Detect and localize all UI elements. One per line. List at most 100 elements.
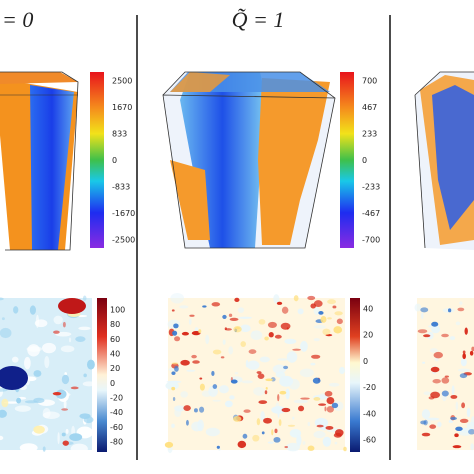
heatmap-blob [179, 305, 189, 309]
heatmap-blob [273, 294, 280, 304]
heatmap-blob [421, 312, 424, 319]
heatmap-blob [248, 349, 257, 354]
heatmap-blob [462, 353, 466, 360]
heatmap-blob [275, 402, 280, 414]
heatmap-blob [331, 402, 339, 409]
heatmap-blob [212, 399, 221, 402]
colorbar-label: -467 [362, 209, 380, 218]
heatmap-blob [172, 330, 178, 336]
colorbar-label: -233 [362, 183, 380, 192]
heatmap-blob [284, 446, 289, 449]
heatmap-blob [201, 390, 212, 397]
colorbar-label: -1670 [112, 209, 135, 218]
heatmap-blob [0, 409, 7, 418]
heatmap-blob [281, 407, 291, 413]
heatmap-blob [14, 405, 31, 412]
heatmap-blob [455, 401, 459, 411]
heatmap-blob [83, 416, 94, 424]
heatmap-blob [457, 368, 471, 372]
heatmap-blob [170, 292, 185, 304]
heatmap-blob [448, 419, 454, 423]
heatmap-blob [265, 378, 273, 382]
heatmap-blob [285, 388, 290, 400]
heatmap-blob [272, 364, 287, 374]
heatmap-blob [273, 436, 281, 443]
heatmap-blob [460, 357, 467, 367]
heatmap-blob [313, 325, 326, 329]
volume-render [0, 71, 79, 251]
heatmap-blob [186, 419, 189, 426]
heatmap-blob [455, 321, 461, 326]
heatmap-blob [332, 305, 337, 309]
heatmap-blob [277, 394, 280, 402]
heatmap-blob [286, 442, 300, 452]
heatmap-blob [324, 390, 333, 397]
heatmap-blob [287, 424, 296, 427]
heatmap-blob [420, 307, 429, 313]
colorbar-label: -20 [363, 383, 376, 392]
heatmap-blob [250, 330, 263, 340]
heatmap-blob [293, 295, 299, 302]
heatmap-blob [243, 409, 251, 413]
heatmap-blob [41, 342, 57, 354]
heatmap-blob [234, 297, 240, 303]
heatmap-blob [434, 357, 439, 362]
heatmap-blob [191, 354, 197, 359]
heatmap-blob [33, 370, 42, 377]
heatmap-blob [451, 385, 455, 396]
heatmap-blob [166, 380, 182, 383]
colorbar-label: 20 [363, 331, 373, 340]
heatmap-blob [326, 405, 334, 413]
colorbar-label: 40 [110, 350, 120, 359]
heatmap-blob [313, 430, 326, 439]
heatmap-blob [268, 331, 274, 338]
heatmap-blob [174, 408, 182, 418]
heatmap-blob [171, 386, 176, 391]
heatmap-blob [60, 345, 75, 353]
heatmap-blob [459, 418, 469, 423]
heatmap-blob [257, 373, 265, 379]
heatmap-blob [423, 419, 428, 426]
heatmap-blob [220, 356, 225, 359]
heatmap-blob [461, 402, 466, 409]
heatmap-blob [0, 327, 12, 339]
heatmap-blob [462, 350, 466, 354]
colorbar-label: -700 [362, 236, 380, 245]
heatmap-blob [421, 409, 431, 419]
heatmap-blob [313, 306, 320, 315]
heatmap-blob [57, 432, 60, 445]
heatmap-blob [452, 445, 462, 449]
heatmap-blob [274, 334, 282, 339]
heatmap-blob [469, 350, 474, 356]
heatmap-blob [471, 346, 474, 352]
heatmap-blob [318, 417, 324, 426]
colorbar-label: 833 [112, 130, 127, 139]
heatmap-blob [191, 330, 201, 336]
colorbar-label: 2500 [112, 77, 132, 86]
heatmap-blob [313, 397, 321, 401]
heatmap-blob [468, 429, 474, 435]
heatmap-blob [0, 435, 4, 441]
heatmap-blob [318, 403, 327, 406]
heatmap-blob [19, 443, 38, 453]
heatmap-blob [62, 440, 69, 446]
heatmap-blob [222, 314, 227, 319]
colorbar-label: -20 [110, 394, 123, 403]
heatmap-blob [198, 329, 202, 334]
heatmap-blob [211, 370, 215, 377]
heatmap-blob [426, 417, 440, 421]
heatmap-blob [222, 339, 226, 345]
colorbar [97, 298, 107, 452]
heatmap-blob [181, 331, 189, 336]
heatmap-blob [260, 411, 265, 422]
colorbar-label: 233 [362, 130, 377, 139]
heatmap-blob [328, 382, 340, 387]
heatmap-blob [286, 351, 298, 363]
heatmap-blob [432, 378, 441, 384]
heatmap-blob [423, 334, 431, 338]
colorbar-label: -60 [110, 423, 123, 432]
heatmap-blob [466, 407, 471, 418]
colorbar [350, 298, 360, 452]
heatmap-blob [228, 313, 233, 317]
heatmap-blob [64, 372, 67, 376]
